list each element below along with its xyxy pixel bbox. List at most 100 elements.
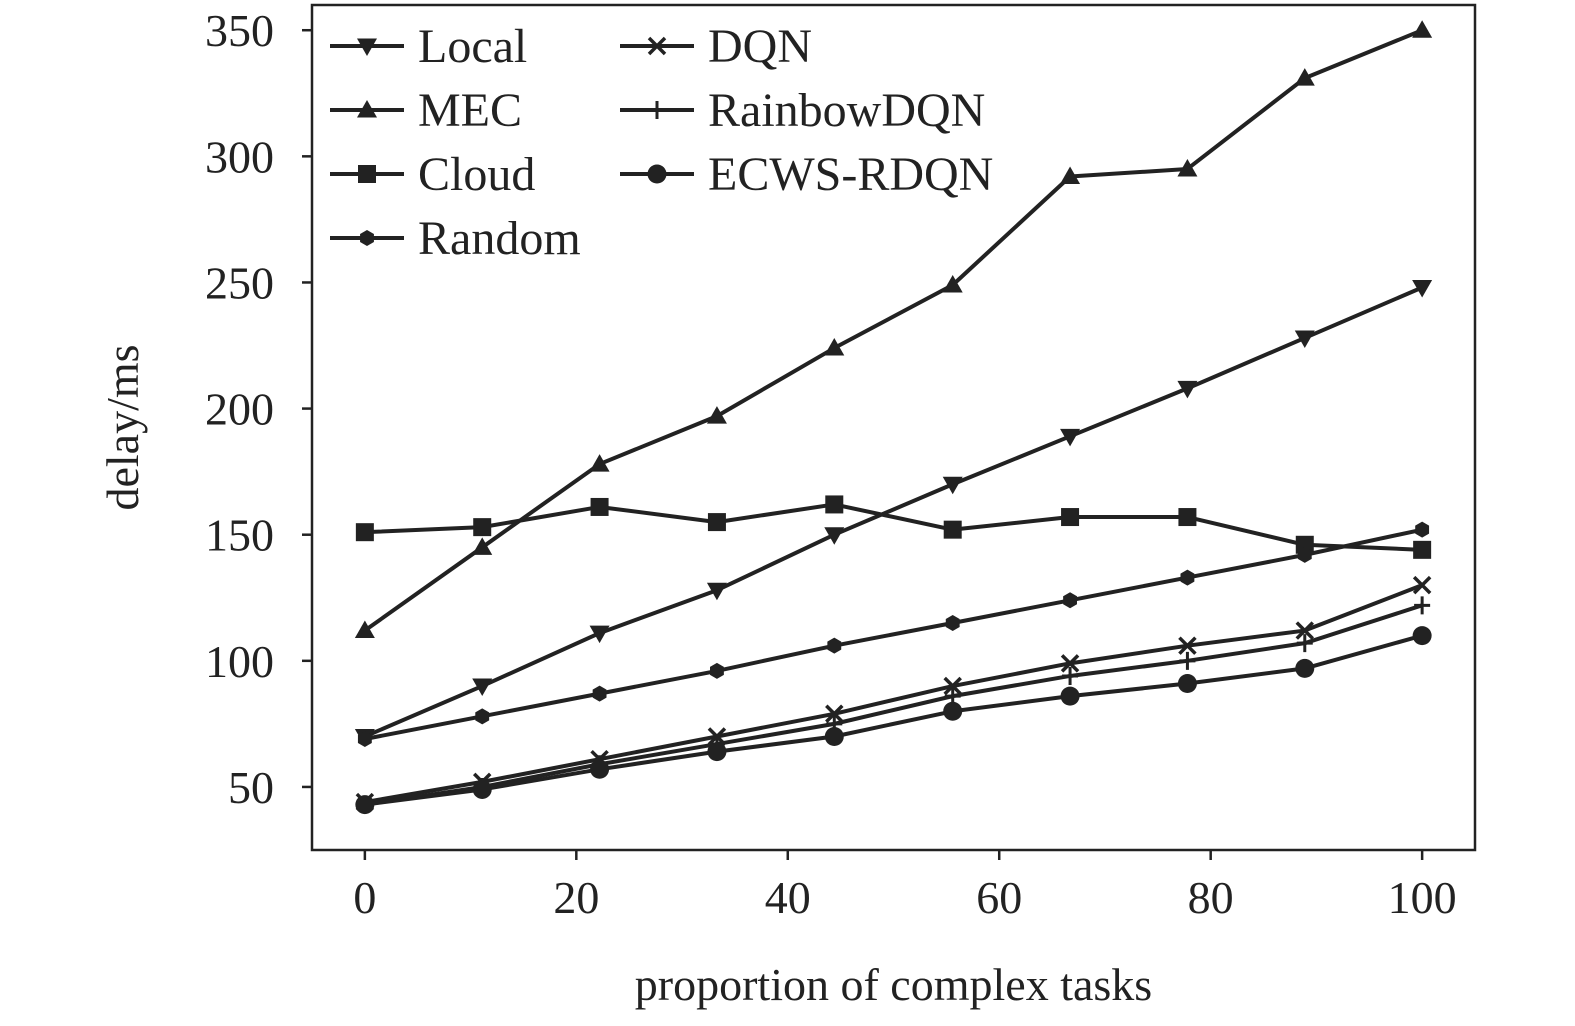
data-point-random [475,708,490,725]
data-point-random [592,685,607,702]
x-tick-label: 100 [1388,872,1457,923]
legend-label-random: Random [418,212,581,265]
data-point-dqn [825,704,844,724]
data-point-cloud [1413,540,1432,559]
y-tick-label: 350 [205,5,274,56]
data-point-local [1294,330,1315,348]
data-point-mec [1412,20,1433,38]
series-cloud [355,495,1432,559]
series-line-random [364,527,1423,741]
data-point-ecws-rdqn [590,759,610,779]
legend-marker [360,230,374,246]
series-ecws-rdqn [355,626,1432,815]
legend-item-mec: MEC [330,84,522,137]
data-point-cloud [355,523,374,542]
data-point-ecws-rdqn [1295,658,1315,678]
data-point-mec [1294,68,1315,86]
x-tick-label: 80 [1188,872,1234,923]
data-point-cloud [1178,508,1197,527]
data-point-cloud [590,497,609,516]
y-axis-label: delay/ms [97,344,148,510]
data-point-random [827,637,842,654]
series-random [357,521,1430,748]
data-point-ecws-rdqn [1060,686,1080,706]
series-line-local [364,285,1423,739]
data-point-ecws-rdqn [943,701,963,721]
y-tick-label: 250 [205,257,274,308]
legend-item-ecws-rdqn: ECWS-RDQN [620,148,993,201]
x-tick-label: 20 [553,872,599,923]
ticks-layer: 0 20 40 60 80 100 50 100 150 200 250 300 350 [205,5,1457,923]
y-tick-label: 300 [205,131,274,182]
y-tick-label: 200 [205,384,274,435]
series-mec [354,20,1433,639]
series-local [354,280,1433,747]
data-point-local [942,476,963,495]
legend-marker [357,38,377,56]
data-point-ecws-rdqn [355,795,375,815]
series-line-cloud [364,502,1423,552]
plot-frame [310,3,1477,852]
data-point-mec [589,454,610,472]
data-point-rainbowdqn [1414,596,1431,615]
data-point-ecws-rdqn [824,726,844,746]
data-point-local [1412,280,1433,298]
data-point-mec [824,338,845,356]
series-line-mec [363,28,1423,633]
series-dqn [355,575,1432,812]
y-tick-label: 50 [228,762,274,813]
legend-label-local: Local [418,20,527,73]
data-point-local [706,582,727,601]
data-point-mec [942,274,963,293]
data-point-cloud [473,518,492,537]
data-point-dqn [943,676,962,696]
y-tick-label: 100 [205,636,274,687]
data-point-cloud [707,513,726,532]
legend-label-mec: MEC [418,84,522,137]
data-point-mec [354,620,375,639]
legend-marker [357,100,377,118]
x-tick-label: 40 [765,872,811,923]
data-point-ecws-rdqn [1177,674,1197,694]
data-point-dqn [1060,654,1080,673]
data-point-random [1415,521,1430,538]
data-point-mec [472,537,493,555]
data-point-cloud [943,520,962,539]
legend-item-dqn: DQN [620,20,812,73]
data-point-random [1180,569,1195,586]
data-point-cloud [1061,508,1080,527]
data-point-ecws-rdqn [707,742,727,762]
data-point-dqn [1178,636,1197,655]
data-point-cloud [1295,535,1314,554]
x-tick-label: 60 [976,872,1022,923]
data-point-rainbowdqn [1062,666,1079,685]
legend-label-ecws-rdqn: ECWS-RDQN [708,148,993,201]
series-line-rainbowdqn [364,603,1423,807]
legend-label-rainbowdqn: RainbowDQN [708,84,985,137]
data-point-mec [706,406,727,424]
x-axis-label: proportion of complex tasks [635,959,1152,1010]
data-point-random [945,614,960,631]
data-point-dqn [1412,575,1432,595]
data-point-ecws-rdqn [472,779,492,799]
data-point-mec [1060,166,1081,185]
legend-marker [647,164,667,184]
legend-label-dqn: DQN [708,20,812,73]
legend-marker [647,36,667,56]
data-point-random [1297,546,1312,563]
data-point-ecws-rdqn [1412,626,1432,646]
legend-item-cloud: Cloud [330,148,535,201]
series-rainbowdqn [356,596,1431,814]
data-point-mec [1177,158,1198,177]
data-point-local [824,527,845,545]
data-point-local [472,678,493,697]
legend-marker [649,101,665,119]
legend-item-random: Random [330,212,581,265]
legend-item-local: Local [330,20,527,73]
data-point-local [589,625,610,644]
legend-marker [358,165,376,183]
data-point-random [1063,592,1077,609]
data-point-random [710,662,724,679]
data-point-random [357,731,372,748]
